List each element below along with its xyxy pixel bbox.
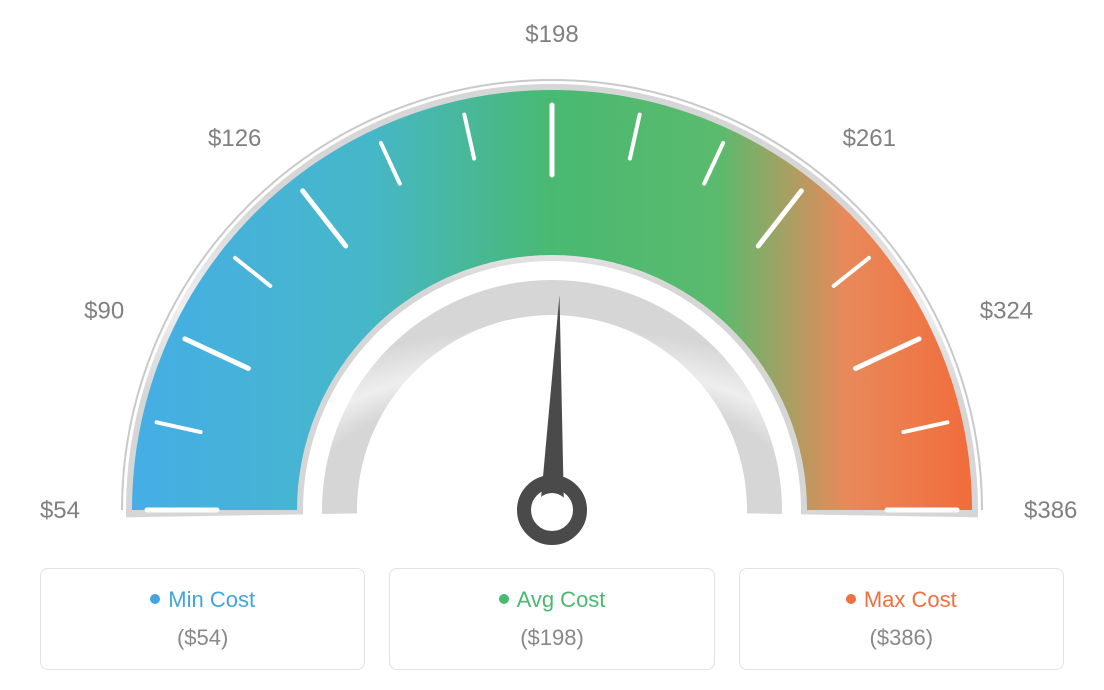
legend-value-max: ($386) <box>752 625 1051 651</box>
legend-label-min: Min Cost <box>168 587 255 612</box>
legend-label-avg: Avg Cost <box>517 587 606 612</box>
svg-text:$386: $386 <box>1024 497 1077 524</box>
legend-value-min: ($54) <box>53 625 352 651</box>
svg-text:$198: $198 <box>525 21 578 48</box>
legend-card-max: Max Cost ($386) <box>739 568 1064 670</box>
legend-value-avg: ($198) <box>402 625 701 651</box>
dot-icon <box>846 594 856 604</box>
legend-card-avg: Avg Cost ($198) <box>389 568 714 670</box>
legend-row: Min Cost ($54) Avg Cost ($198) Max Cost … <box>40 568 1064 670</box>
svg-text:$126: $126 <box>208 125 261 152</box>
svg-text:$90: $90 <box>84 298 124 325</box>
dot-icon <box>499 594 509 604</box>
legend-title-min: Min Cost <box>53 587 352 613</box>
svg-text:$54: $54 <box>40 497 80 524</box>
legend-label-max: Max Cost <box>864 587 957 612</box>
legend-card-min: Min Cost ($54) <box>40 568 365 670</box>
cost-gauge-container: $54 $90 $126 $198 $261 $324 $386 Min Cost ($54… <box>0 0 1104 690</box>
legend-title-avg: Avg Cost <box>402 587 701 613</box>
svg-text:$324: $324 <box>980 298 1033 325</box>
dot-icon <box>150 594 160 604</box>
svg-text:$261: $261 <box>843 125 896 152</box>
gauge-svg: $54 $90 $126 $198 $261 $324 $386 <box>0 0 1104 560</box>
legend-title-max: Max Cost <box>752 587 1051 613</box>
gauge-chart: $54 $90 $126 $198 $261 $324 $386 <box>0 0 1104 560</box>
